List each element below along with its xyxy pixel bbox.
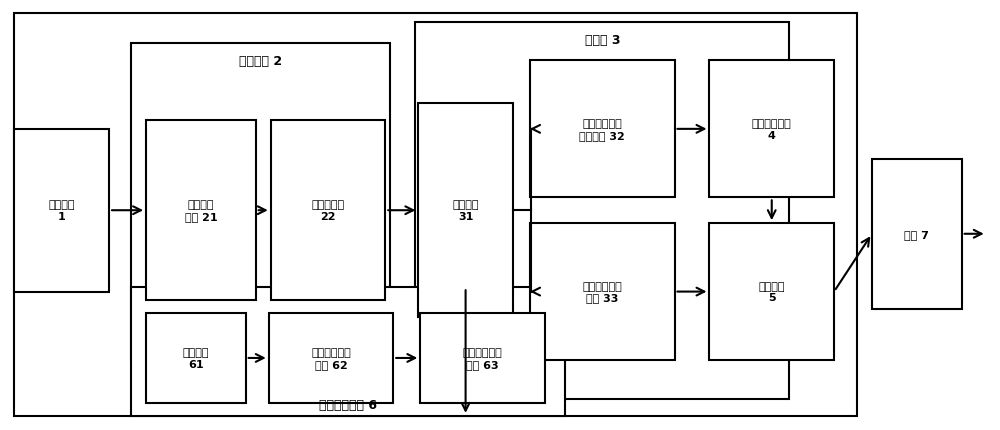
Bar: [271, 121, 385, 301]
Bar: [131, 288, 565, 416]
Text: 可编程电流源
控制单元 32: 可编程电流源 控制单元 32: [579, 119, 625, 140]
Bar: [14, 14, 857, 416]
Text: 开关阵列
5: 开关阵列 5: [758, 281, 785, 303]
Text: 电极 7: 电极 7: [904, 229, 929, 239]
Text: 开关阵列控制
单元 33: 开关阵列控制 单元 33: [582, 281, 622, 303]
Text: 接收线圈
1: 接收线圈 1: [48, 200, 75, 221]
Text: 电压管理电路 6: 电压管理电路 6: [319, 399, 377, 412]
Bar: [530, 61, 675, 198]
Bar: [530, 224, 675, 360]
Bar: [146, 121, 256, 301]
Text: 解码单元
31: 解码单元 31: [452, 200, 479, 221]
Text: 第二电压转换
电路 63: 第二电压转换 电路 63: [463, 347, 502, 369]
Bar: [872, 160, 962, 309]
Bar: [14, 129, 109, 292]
Bar: [269, 313, 393, 403]
Text: 可编程电流源
4: 可编程电流源 4: [752, 119, 792, 140]
Text: 第一电压转换
电路 62: 第一电压转换 电路 62: [311, 347, 351, 369]
Text: 解调电路 2: 解调电路 2: [239, 55, 282, 68]
Bar: [709, 224, 834, 360]
Bar: [418, 104, 513, 317]
Text: 直流电源
61: 直流电源 61: [183, 347, 209, 369]
Text: 比较器电路
22: 比较器电路 22: [311, 200, 345, 221]
Bar: [415, 23, 789, 399]
Bar: [146, 313, 246, 403]
Text: 包络检波
电路 21: 包络检波 电路 21: [185, 200, 217, 221]
Bar: [709, 61, 834, 198]
Bar: [420, 313, 545, 403]
Text: 单片机 3: 单片机 3: [585, 34, 620, 46]
Bar: [131, 44, 390, 360]
